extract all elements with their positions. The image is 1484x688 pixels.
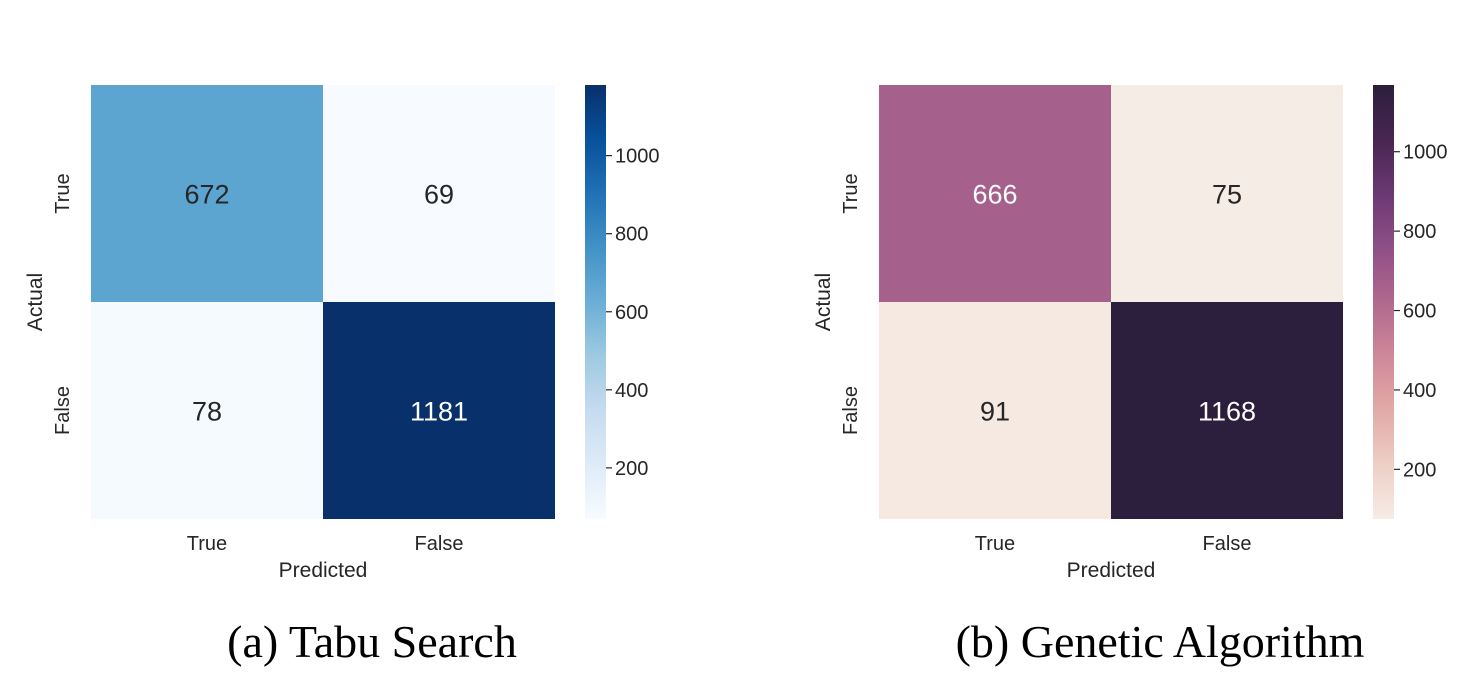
cell-value-label: 91 bbox=[980, 397, 1010, 427]
colorbar-tick-label: 600 bbox=[1403, 301, 1436, 323]
y-tick-label: True bbox=[52, 173, 74, 213]
x-axis-label: Predicted bbox=[279, 559, 368, 582]
cell-value-label: 666 bbox=[972, 180, 1017, 210]
x-tick-label: True bbox=[975, 533, 1015, 555]
cell-value-label: 75 bbox=[1212, 180, 1242, 210]
y-axis-label: Actual bbox=[812, 273, 835, 331]
colorbar-tick-label: 400 bbox=[1403, 380, 1436, 402]
colorbar-tick-label: 200 bbox=[1403, 459, 1436, 481]
heatmap-cell bbox=[91, 85, 323, 302]
heatmap-cell bbox=[879, 85, 1111, 302]
cell-value-label: 1181 bbox=[410, 397, 468, 427]
colorbar-tick-label: 1000 bbox=[1403, 142, 1448, 164]
heatmap-cell bbox=[323, 85, 555, 302]
cell-value-label: 78 bbox=[192, 397, 222, 427]
colorbar-tick-label: 600 bbox=[615, 302, 648, 324]
subfigure-caption: (a) Tabu Search bbox=[227, 616, 517, 667]
cell-value-label: 672 bbox=[184, 180, 229, 210]
x-tick-label: False bbox=[1203, 533, 1252, 555]
heatmap-cell bbox=[1111, 302, 1343, 519]
colorbar bbox=[585, 85, 606, 519]
cell-value-label: 1168 bbox=[1198, 397, 1256, 427]
heatmap-cell bbox=[91, 302, 323, 519]
x-tick-label: False bbox=[415, 533, 464, 555]
heatmap-cell bbox=[323, 302, 555, 519]
colorbar-tick-label: 800 bbox=[1403, 221, 1436, 243]
cell-value-label: 69 bbox=[424, 180, 454, 210]
heatmap-cell bbox=[879, 302, 1111, 519]
colorbar-tick-label: 200 bbox=[615, 458, 648, 480]
y-axis-label: Actual bbox=[24, 273, 47, 331]
y-tick-label: False bbox=[840, 386, 862, 435]
colorbar-tick-label: 1000 bbox=[615, 146, 660, 168]
heatmap-cell bbox=[1111, 85, 1343, 302]
heatmap-panel-tabu-search: 672 69 78 1181 True False Predicted True False Ac… bbox=[24, 85, 660, 667]
colorbar bbox=[1373, 85, 1394, 519]
subfigure-caption: (b) Genetic Algorithm bbox=[956, 616, 1365, 667]
x-tick-label: True bbox=[187, 533, 227, 555]
x-axis-label: Predicted bbox=[1067, 559, 1156, 582]
y-tick-label: False bbox=[52, 386, 74, 435]
y-tick-label: True bbox=[840, 173, 862, 213]
colorbar-tick-label: 400 bbox=[615, 380, 648, 402]
heatmap-panel-genetic-algorithm: 666 75 91 1168 True False Predicted True False Ac… bbox=[812, 85, 1448, 667]
colorbar-tick-label: 800 bbox=[615, 224, 648, 246]
